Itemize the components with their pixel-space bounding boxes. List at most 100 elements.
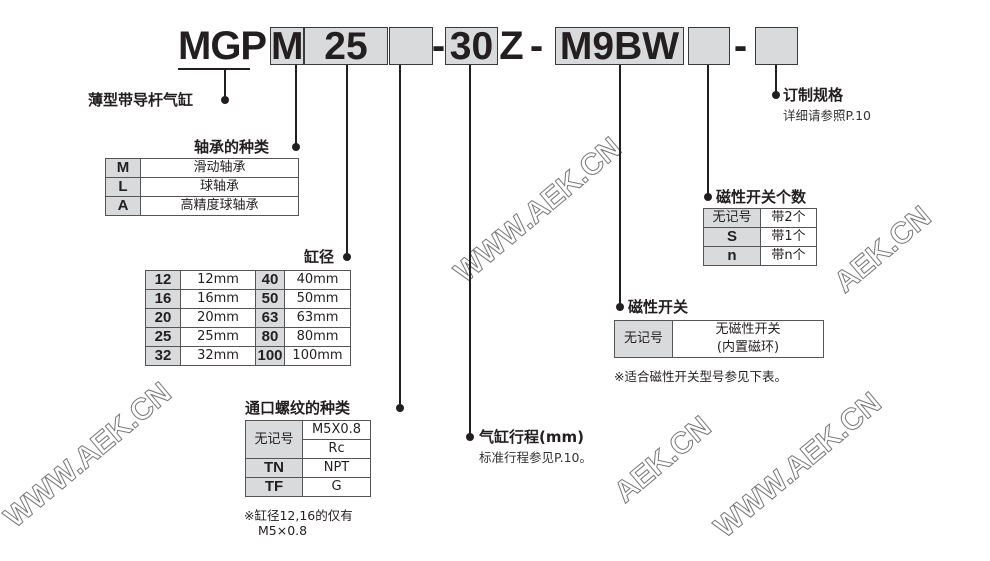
leader-dot: [616, 303, 624, 311]
leader-line: [707, 65, 709, 197]
code-cell: n: [703, 246, 761, 266]
table-row: (内置磁环): [615, 339, 824, 358]
watermark: WWW.AEK.CN: [448, 131, 629, 290]
leader-line: [775, 65, 777, 95]
watermark: AEK.CN: [608, 410, 718, 510]
switch-title: 磁性开关: [628, 298, 689, 316]
watermark: AEK.CN: [828, 200, 938, 300]
table-row: 12 12mm 40 40mm: [145, 270, 351, 290]
stroke-code-box: 30: [445, 27, 498, 66]
leader-dot: [221, 96, 229, 104]
table-row: M 滑动轴承: [105, 158, 299, 178]
table-row: 25 25mm 80 80mm: [145, 327, 351, 347]
table-row: A 高精度球轴承: [105, 196, 299, 216]
code-cell: 12: [145, 270, 181, 290]
code-cell: 16: [145, 289, 181, 309]
code-cell: TN: [245, 458, 303, 478]
value-cell: 80mm: [284, 327, 351, 347]
leader-line: [469, 65, 471, 437]
desc-cell: 球轴承: [140, 177, 299, 197]
switch-code-box: M9BW: [555, 27, 684, 66]
dash: -: [431, 24, 445, 68]
table-row: 16 16mm 50 50mm: [145, 289, 351, 309]
watermark: WWW.AEK.CN: [708, 386, 889, 545]
stroke-title: 气缸行程(mm): [479, 428, 584, 446]
bore-title: 缸径: [304, 248, 335, 266]
dash: -: [733, 24, 747, 68]
value-cell: Rc: [302, 439, 371, 459]
table-row: Rc: [246, 439, 371, 459]
value-cell: NPT: [302, 458, 371, 478]
dash: -: [529, 24, 543, 68]
value-cell: 无磁性开关: [672, 320, 824, 339]
series-underline: [178, 68, 250, 70]
port-title: 通口螺纹的种类: [245, 399, 351, 417]
code-cell: L: [105, 177, 141, 197]
leader-line: [346, 65, 348, 257]
leader-dot: [396, 404, 404, 412]
leader-dot: [292, 143, 300, 151]
value-cell: 40mm: [284, 270, 351, 290]
code-cell: S: [703, 227, 761, 247]
switch-table: 无记号 无磁性开关 (内置磁环): [614, 320, 824, 358]
bore-table: 12 12mm 40 40mm 16 16mm 50 50mm 20 20mm 63 63mm 2…: [145, 270, 351, 366]
table-row: S 带1个: [703, 227, 817, 247]
value-cell: 16mm: [180, 289, 256, 309]
value-cell: M5X0.8: [302, 420, 371, 440]
option-note: 详细请参照P.10: [783, 108, 871, 123]
port-table: 无记号 M5X0.8 Rc TN NPT TF G: [245, 420, 371, 497]
value-cell: (内置磁环): [672, 339, 824, 358]
value-cell: 带2个: [760, 208, 817, 228]
bore-code-box: 25: [304, 27, 388, 66]
value-cell: 25mm: [180, 327, 256, 347]
table-row: 20 20mm 63 63mm: [145, 308, 351, 328]
table-row: TN NPT: [245, 458, 371, 478]
code-cell: 63: [255, 308, 285, 328]
value-cell: 32mm: [180, 346, 256, 366]
table-row: L 球轴承: [105, 177, 299, 197]
leader-line: [619, 65, 621, 307]
value-cell: 50mm: [284, 289, 351, 309]
table-row: TF G: [245, 477, 371, 497]
desc-cell: 滑动轴承: [140, 158, 299, 178]
switch-count-title: 磁性开关个数: [716, 188, 807, 206]
table-row: 无记号 带2个: [703, 208, 817, 228]
value-cell: 带1个: [760, 227, 817, 247]
leader-line: [295, 65, 297, 147]
table-row: n 带n个: [703, 246, 817, 266]
switch-note: ※适合磁性开关型号参见下表。: [614, 369, 787, 384]
code-cell: 25: [145, 327, 181, 347]
code-cell: 50: [255, 289, 285, 309]
table-row: 32 32mm 100 100mm: [145, 346, 351, 366]
value-cell: 20mm: [180, 308, 256, 328]
port-note-2: M5×0.8: [258, 523, 308, 538]
option-title: 订制规格: [783, 86, 844, 104]
code-cell: 40: [255, 270, 285, 290]
switch-count-table: 无记号 带2个 S 带1个 n 带n个: [703, 208, 817, 266]
bearing-title: 轴承的种类: [194, 138, 270, 156]
value-cell: 100mm: [284, 346, 351, 366]
leader-dot: [704, 193, 712, 201]
port-note: ※缸径12,16的仅有: [244, 508, 353, 523]
value-cell: 12mm: [180, 270, 256, 290]
code-cell: 无记号: [245, 420, 303, 459]
leader-dot: [772, 91, 780, 99]
code-cell: 无记号: [703, 208, 761, 228]
value-cell: G: [302, 477, 371, 497]
z-code: Z: [499, 24, 523, 68]
code-cell: TF: [245, 477, 303, 497]
watermark: WWW.AEK.CN: [0, 376, 178, 535]
port-code-box: [389, 27, 433, 65]
leader-dot: [343, 253, 351, 261]
table-row: 无记号 无磁性开关: [614, 320, 824, 358]
leader-dot: [466, 433, 474, 441]
value-cell: 63mm: [284, 308, 351, 328]
leader-line: [399, 65, 401, 408]
leader-line: [224, 70, 226, 100]
series-label: 薄型带导杆气缸: [88, 91, 194, 109]
option-code-box: [755, 27, 798, 65]
stroke-note: 标准行程参见P.10。: [479, 450, 592, 465]
code-cell: A: [105, 196, 141, 216]
table-row: 无记号 M5X0.8: [245, 420, 371, 459]
